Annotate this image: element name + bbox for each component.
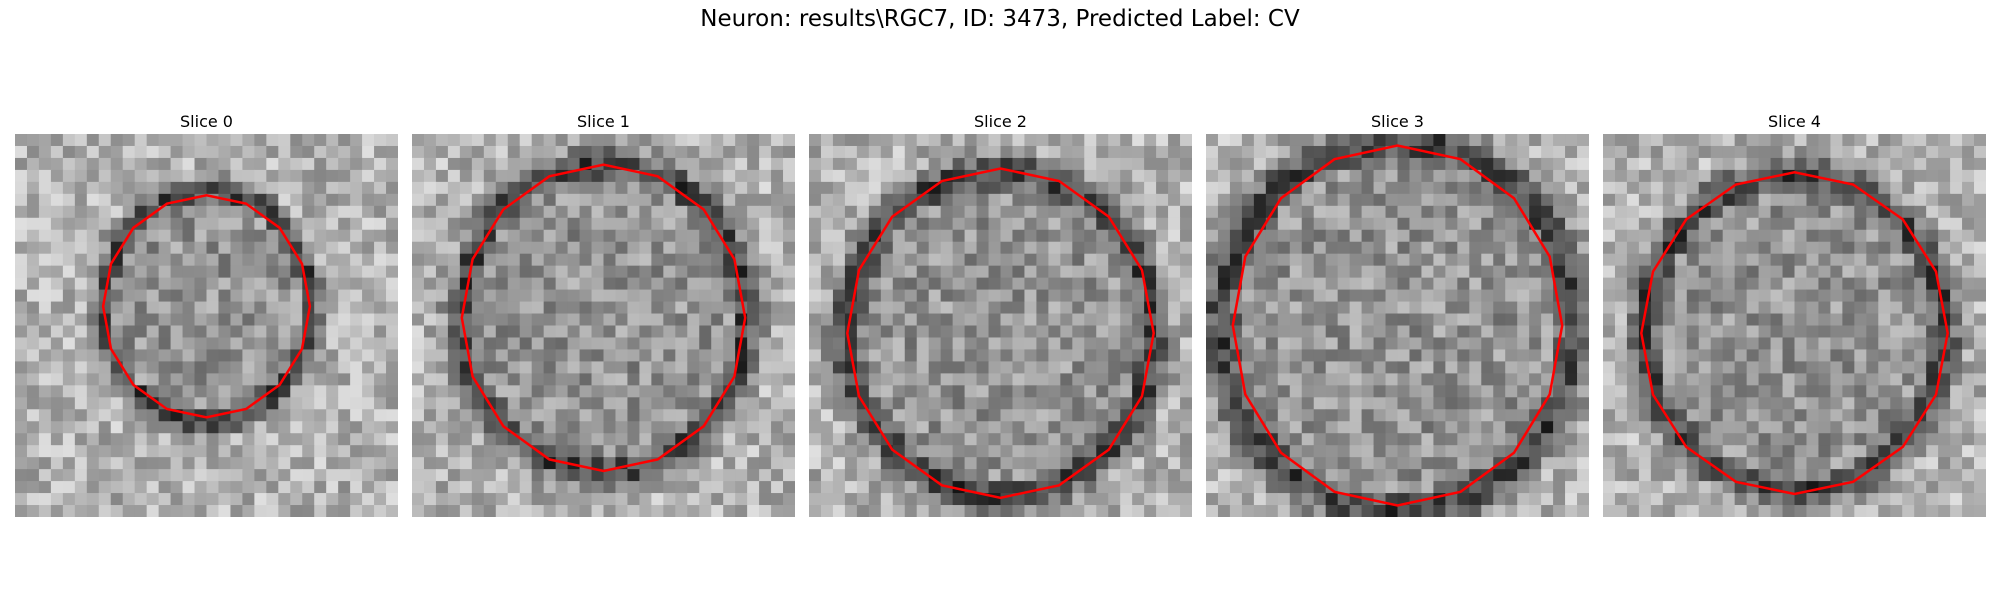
figure-title: Neuron: results\RGC7, ID: 3473, Predicte… [700,6,1300,32]
pixel-grid [1603,134,1986,517]
slice-title-2: Slice 2 [974,112,1027,131]
slice-image-2 [809,134,1192,517]
slice-title-0: Slice 0 [180,112,233,131]
slice-panel-0: Slice 0 [15,112,398,517]
slice-panel-1: Slice 1 [412,112,795,517]
roi-contour [101,194,312,419]
slice-title-4: Slice 4 [1768,112,1821,131]
pixel-grid [412,134,795,517]
roi-contour [1640,171,1949,496]
pixel-grid [1206,134,1589,517]
pixel-grid [15,134,398,517]
slice-image-0 [15,134,398,517]
slice-title-3: Slice 3 [1371,112,1424,131]
slice-image-1 [412,134,795,517]
slice-panel-4: Slice 4 [1603,112,1986,517]
roi-contour [846,167,1155,500]
roi-contour [460,163,747,473]
slice-panel-3: Slice 3 [1206,112,1589,517]
roi-contour [1231,144,1564,507]
pixel-grid [809,134,1192,517]
slice-panel-2: Slice 2 [809,112,1192,517]
slice-image-3 [1206,134,1589,517]
slice-title-1: Slice 1 [577,112,630,131]
slice-image-4 [1603,134,1986,517]
